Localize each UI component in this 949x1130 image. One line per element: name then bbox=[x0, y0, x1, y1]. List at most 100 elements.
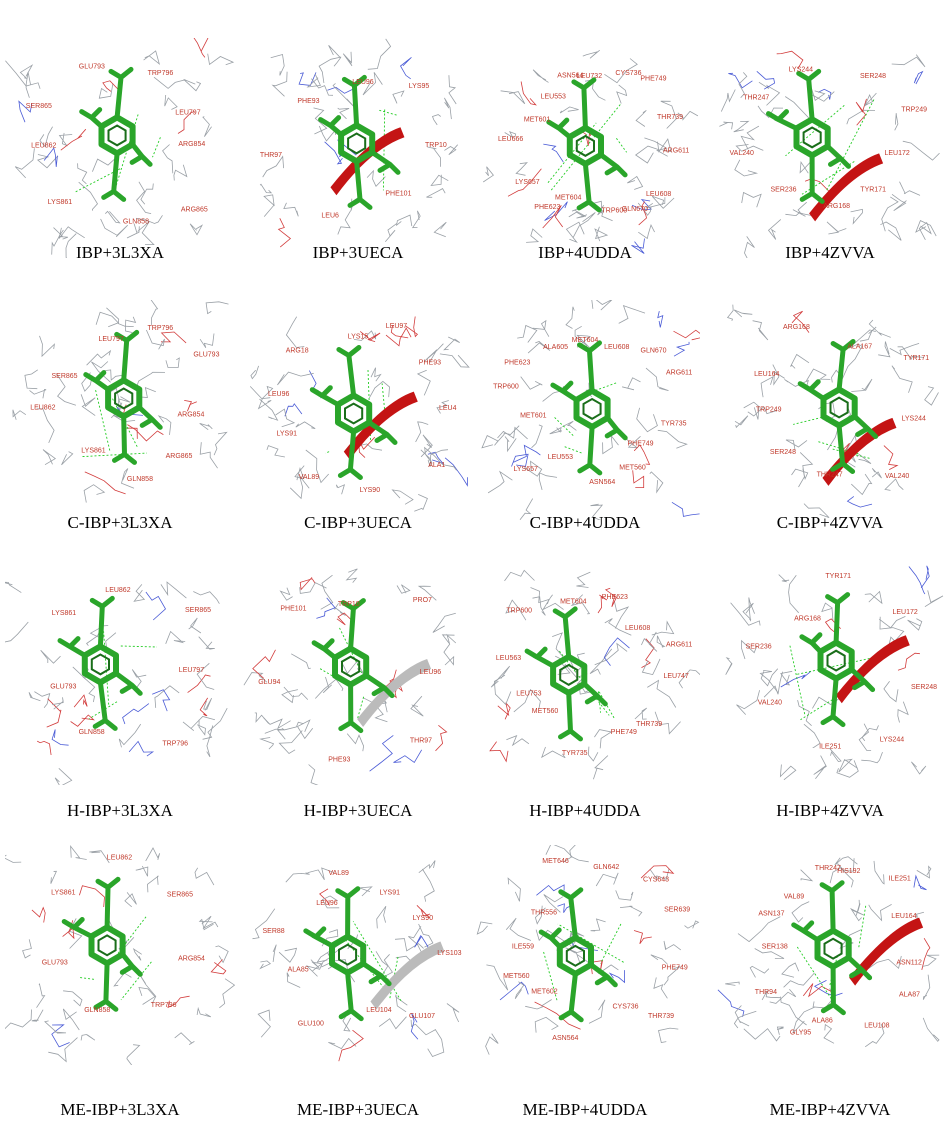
residue-label: GLN858 bbox=[123, 219, 149, 226]
panel-caption: ME-IBP+3L3XA bbox=[60, 1100, 180, 1119]
residue-label: SER865 bbox=[185, 607, 211, 614]
residue-label: THR247 bbox=[817, 471, 843, 478]
residue-label: VAL240 bbox=[758, 699, 782, 706]
panel-caption: C-IBP+4UDDA bbox=[529, 513, 641, 532]
helix-ribbon bbox=[357, 659, 432, 728]
hydrogen-bond bbox=[379, 109, 397, 116]
residue-label: LEU608 bbox=[604, 344, 629, 351]
panel-caption: IBP+3L3XA bbox=[76, 243, 164, 262]
hydrogen-bond bbox=[597, 691, 602, 713]
residue-label: SER639 bbox=[664, 907, 690, 914]
residue-label: THR739 bbox=[636, 721, 662, 728]
residue-label: LEU4 bbox=[439, 405, 457, 412]
hydrogen-bond bbox=[818, 441, 859, 455]
residue-label: LEU862 bbox=[105, 587, 130, 594]
residue-label: SER138 bbox=[762, 943, 788, 950]
docking-pose-image: SER248 LYS244 ILE251 VAL240 SER236 ARG168 TYR1… bbox=[715, 565, 945, 785]
panel-caption: IBP+4ZVVA bbox=[785, 243, 875, 262]
residue-label: LYS657 bbox=[515, 179, 539, 186]
helix-ribbon bbox=[370, 941, 445, 1010]
ligand-ibuprofen bbox=[524, 606, 608, 742]
protein-wireframe bbox=[249, 316, 470, 512]
residue-label: ARG18 bbox=[286, 348, 309, 355]
ligand-ibuprofen bbox=[57, 595, 143, 731]
residue-label: TYR171 bbox=[825, 573, 851, 580]
residue-label: ALA1 bbox=[428, 462, 445, 469]
residue-label: SER248 bbox=[911, 684, 937, 691]
residue-label: LEU862 bbox=[30, 405, 55, 412]
hydrogen-bond bbox=[797, 656, 875, 675]
residue-label: PHE623 bbox=[504, 360, 530, 367]
residue-label: VAL240 bbox=[730, 150, 754, 157]
residue-label: TYR735 bbox=[562, 750, 588, 757]
residue-label: TRP600 bbox=[506, 608, 532, 615]
residue-label: GLN642 bbox=[593, 864, 619, 871]
residue-label: LEU608 bbox=[625, 625, 650, 632]
panel-caption: H-IBP+4UDDA bbox=[529, 801, 641, 820]
panel-caption: H-IBP+3UECA bbox=[303, 801, 413, 820]
hydrogen-bond bbox=[557, 923, 624, 963]
residue-label: ARG854 bbox=[178, 141, 205, 148]
residue-label: SER865 bbox=[52, 373, 78, 380]
hydrogen-bond bbox=[598, 691, 616, 720]
docking-pose-image: TRP10 PHE101 LEU6 THR97 PHE93 LEU96 LYS95 bbox=[243, 38, 473, 258]
residue-label: LEU862 bbox=[31, 142, 56, 149]
hydrogen-bond bbox=[152, 137, 161, 158]
residue-label: ALA167 bbox=[847, 344, 872, 351]
hydrogen-bond bbox=[789, 645, 806, 715]
residue-label: CYS643 bbox=[643, 876, 669, 883]
residue-label: GLY95 bbox=[790, 1030, 811, 1037]
residue-label: GLU100 bbox=[298, 1021, 324, 1028]
docking-panel: SER248 LYS244 ILE251 VAL240 SER236 ARG168 TYR1… bbox=[715, 565, 945, 835]
residue-label: PHE749 bbox=[640, 75, 666, 82]
residue-label: TRP796 bbox=[162, 741, 188, 748]
residue-label: THR94 bbox=[755, 989, 777, 996]
docking-pose-image: ARG854 TRP796 GLN858 GLU793 LYS861 LEU862 SER8… bbox=[5, 845, 235, 1065]
residue-label: THR739 bbox=[648, 1013, 674, 1020]
hydrogen-bond bbox=[858, 905, 867, 948]
residue-label: GLN858 bbox=[79, 729, 105, 736]
docking-pose-image: LEU747 THR739 PHE749 TYR735 MET560 LEU753 LEU5… bbox=[470, 565, 700, 785]
residue-label: LEU553 bbox=[541, 94, 566, 101]
hydrogen-bond bbox=[564, 446, 584, 454]
ligand-ibuprofen bbox=[309, 345, 398, 480]
residue-label: LEU164 bbox=[754, 371, 779, 378]
residue-label: GLN858 bbox=[84, 1007, 110, 1014]
residue-label: ILE251 bbox=[889, 876, 911, 883]
panel-caption: ME-IBP+4ZVVA bbox=[769, 1100, 891, 1119]
residue-label: ARG854 bbox=[178, 411, 205, 418]
hydrogen-bond bbox=[616, 138, 627, 153]
hydrogen-bond bbox=[111, 398, 138, 447]
residue-label: TRP600 bbox=[493, 383, 519, 390]
ligand-ibuprofen bbox=[799, 592, 876, 728]
docking-panel: PHE749 THR739 CYS736 ASN564 MET602 MET560 ILE5… bbox=[470, 845, 700, 1119]
residue-label: TRP600 bbox=[602, 208, 628, 215]
docking-pose-image: LEU96 THR97 PHE93 GLU94 PHE101 TRP10 PRO7 bbox=[243, 565, 473, 785]
residue-label: LYS244 bbox=[880, 737, 904, 744]
residue-label: HIS192 bbox=[837, 868, 860, 875]
residue-label: SER865 bbox=[26, 103, 52, 110]
hydrogen-bond bbox=[75, 167, 122, 193]
protein-wireframe bbox=[5, 38, 235, 258]
ligand-ibuprofen bbox=[797, 339, 879, 474]
docking-panel: ARG611 LEU608 GLN670 TRP600 MET604 PHE623 LYS6… bbox=[470, 38, 700, 308]
residue-label: LEU732 bbox=[577, 73, 602, 80]
docking-pose-image: LEU797 TRP796 GLN858 GLU793 LYS861 LEU862 SER8… bbox=[5, 565, 235, 785]
residue-label: LEU96 bbox=[352, 79, 374, 86]
hydrogen-bond bbox=[550, 104, 621, 191]
residue-label: MET646 bbox=[542, 858, 569, 865]
residue-label: ALA87 bbox=[899, 992, 920, 999]
residue-label: GLU793 bbox=[193, 351, 219, 358]
helix-ribbon bbox=[330, 127, 405, 196]
residue-label: GLU94 bbox=[258, 679, 280, 686]
panel-caption: H-IBP+4ZVVA bbox=[776, 801, 884, 820]
residue-label: PHE749 bbox=[662, 964, 688, 971]
residue-label: LEU96 bbox=[420, 669, 442, 676]
panel-caption: IBP+4UDDA bbox=[538, 243, 632, 262]
ligand-ibuprofen bbox=[538, 887, 618, 1023]
residue-label: LEU96 bbox=[268, 391, 290, 398]
residue-label: TRP249 bbox=[756, 407, 782, 414]
residue-label: LEU172 bbox=[893, 609, 918, 616]
residue-label: LEU563 bbox=[496, 655, 521, 662]
